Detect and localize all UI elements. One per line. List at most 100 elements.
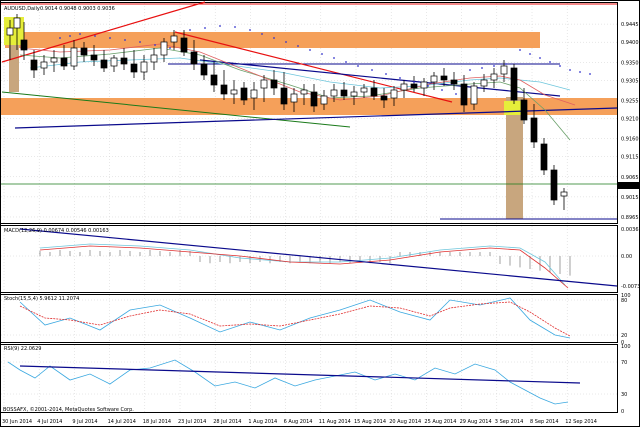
candle-bearish[interactable] xyxy=(100,59,108,69)
candle-bullish[interactable] xyxy=(390,89,398,99)
psar-dot xyxy=(124,39,126,41)
psar-dot xyxy=(94,35,96,37)
rsi-axis-label: 70 xyxy=(621,360,627,366)
psar-dot xyxy=(345,61,347,63)
psar-dot xyxy=(154,44,156,46)
candle-bearish[interactable] xyxy=(440,75,448,81)
candle-bearish[interactable] xyxy=(240,87,248,101)
candle-bearish[interactable] xyxy=(270,79,278,89)
candle-bullish[interactable] xyxy=(500,65,508,75)
time-axis-label: 3 Sep 2014 xyxy=(495,419,524,425)
psar-dot xyxy=(357,65,359,67)
candle-bearish[interactable] xyxy=(30,59,38,71)
candle-bullish[interactable] xyxy=(300,89,308,95)
psar-dot xyxy=(69,35,71,37)
candle-bullish[interactable] xyxy=(50,57,58,63)
psar-dot xyxy=(189,29,191,31)
stoch-axis-label: 80 xyxy=(621,298,627,304)
candle-bullish[interactable] xyxy=(350,91,358,97)
candle-bearish[interactable] xyxy=(200,63,208,76)
candle-bullish[interactable] xyxy=(490,73,498,81)
trend-blue-mid xyxy=(199,59,561,97)
psar-dot xyxy=(321,53,323,55)
candle-bullish[interactable] xyxy=(400,83,408,91)
candle-bearish[interactable] xyxy=(310,91,318,107)
candle-bullish[interactable] xyxy=(330,89,338,97)
psar-dot xyxy=(273,37,275,39)
candle-bullish[interactable] xyxy=(160,41,168,56)
stoch-axis-label: 100 xyxy=(621,293,631,299)
candle-bearish[interactable] xyxy=(60,57,68,67)
candle-bearish[interactable] xyxy=(80,47,88,56)
candle-bullish[interactable] xyxy=(470,85,478,105)
psar-dot xyxy=(109,37,111,39)
candle-bearish[interactable] xyxy=(20,39,28,51)
psar-dot xyxy=(441,89,443,91)
current-price-label: 0.9036 xyxy=(621,183,639,189)
candle-bullish[interactable] xyxy=(430,75,438,83)
psar-dot xyxy=(569,69,571,71)
psar-dot xyxy=(333,57,335,59)
candle-bearish[interactable] xyxy=(120,57,128,65)
candle-bearish[interactable] xyxy=(450,79,458,85)
trend-red-up xyxy=(1,1,206,63)
time-axis-label: 12 Sep 2014 xyxy=(565,419,597,425)
candle-bullish[interactable] xyxy=(140,61,148,73)
time-axis-label: 6 Aug 2014 xyxy=(284,419,313,425)
candle-bearish[interactable] xyxy=(550,169,558,201)
candle-bearish[interactable] xyxy=(460,83,468,106)
candle-bearish[interactable] xyxy=(510,67,518,101)
candle-bullish[interactable] xyxy=(420,81,428,89)
price-label: 0.9255 xyxy=(621,98,639,104)
time-axis-label: 30 Jun 2014 xyxy=(2,419,32,425)
psar-dot xyxy=(529,53,531,55)
time-axis-label: 11 Aug 2014 xyxy=(319,419,351,425)
macd-axis-label: -0.00733 xyxy=(621,284,640,290)
rsi-axis-label: 0 xyxy=(621,409,624,415)
candle-bullish[interactable] xyxy=(13,17,21,29)
candle-bullish[interactable] xyxy=(150,54,158,63)
psar-dot xyxy=(371,69,373,71)
candle-bullish[interactable] xyxy=(290,93,298,103)
candle-bearish[interactable] xyxy=(340,89,348,97)
candle-bullish[interactable] xyxy=(170,35,178,43)
time-axis-label: 25 Aug 2014 xyxy=(424,419,456,425)
candle-bearish[interactable] xyxy=(380,95,388,101)
candle-bearish[interactable] xyxy=(410,83,418,89)
candle-bullish[interactable] xyxy=(230,89,238,95)
candle-bearish[interactable] xyxy=(180,37,188,53)
candle-bullish[interactable] xyxy=(480,79,488,87)
candle-bullish[interactable] xyxy=(360,87,368,93)
candle-bearish[interactable] xyxy=(210,74,218,86)
candle-bearish[interactable] xyxy=(220,84,228,95)
candle-bearish[interactable] xyxy=(130,63,138,73)
psar-dot xyxy=(455,93,457,95)
rsi-title: RSI(9) 22.0629 xyxy=(4,346,41,352)
candle-bullish[interactable] xyxy=(70,47,78,67)
candle-bullish[interactable] xyxy=(6,27,14,36)
trend-green xyxy=(1,91,351,128)
rsi-panel-frame xyxy=(0,344,618,413)
current-price-tag xyxy=(618,182,640,189)
rsi-line xyxy=(7,359,569,405)
trend-blue-low xyxy=(14,107,618,129)
price-label: 0.9015 xyxy=(621,195,639,201)
candle-bearish[interactable] xyxy=(190,51,198,65)
candle-bullish[interactable] xyxy=(250,89,258,99)
candle-bearish[interactable] xyxy=(530,117,538,143)
candle-bearish[interactable] xyxy=(370,87,378,97)
candle-bullish[interactable] xyxy=(110,57,118,67)
time-axis-label: 20 Aug 2014 xyxy=(389,419,421,425)
candle-bullish[interactable] xyxy=(260,79,268,89)
candle-bearish[interactable] xyxy=(540,143,548,171)
candle-bearish[interactable] xyxy=(520,99,528,121)
price-label: 0.9350 xyxy=(621,60,639,66)
candle-bullish[interactable] xyxy=(320,95,328,105)
time-axis-label: 28 Jul 2014 xyxy=(213,419,241,425)
candle-bearish[interactable] xyxy=(280,87,288,105)
candle-bullish[interactable] xyxy=(40,61,48,69)
candle-bullish[interactable] xyxy=(560,191,568,197)
candle-bearish[interactable] xyxy=(90,54,98,61)
